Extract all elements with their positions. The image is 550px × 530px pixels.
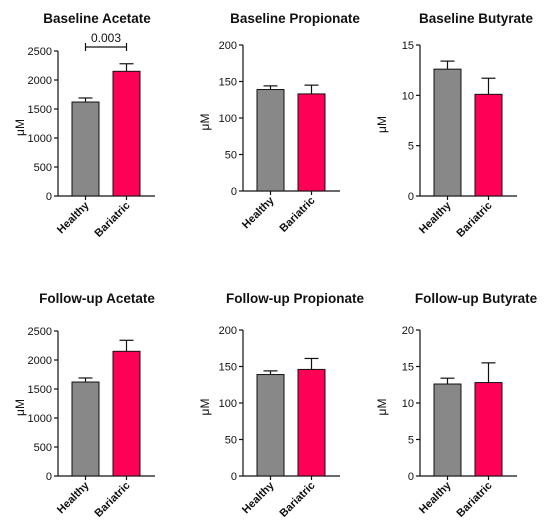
y-tick-label: 10 <box>402 398 414 410</box>
bar-bariatric <box>297 368 326 477</box>
chart-panel-5: Follow-up Propionate μM 0 50 100 150 200 Health… <box>198 291 364 520</box>
bar-bariatric <box>297 93 326 192</box>
y-tick-label: 5 <box>408 141 414 153</box>
y-axis-label: μM <box>198 399 212 416</box>
y-tick-label: 15 <box>402 362 414 374</box>
y-axis-label: μM <box>375 399 389 416</box>
y-tick-label: 0 <box>46 191 52 203</box>
x-tick-label: Bariatric <box>455 480 495 520</box>
y-tick-label: 1500 <box>28 384 52 396</box>
y-axis-label: μM <box>13 399 27 416</box>
bar-healthy <box>433 383 462 477</box>
bar-bariatric <box>474 93 503 197</box>
y-axis-label: μM <box>198 114 212 131</box>
y-tick-label: 1000 <box>28 133 52 145</box>
y-tick-label: 200 <box>219 325 237 337</box>
y-tick-label: 500 <box>34 442 52 454</box>
chart-panel-3: Baseline Butyrate μM 0 5 10 15 Healthy Bariatri… <box>375 11 534 240</box>
y-tick-label: 50 <box>225 435 237 447</box>
x-tick-label: Bariatric <box>278 480 318 520</box>
y-tick-label: 0 <box>408 191 414 203</box>
x-tick-label: Healthy <box>240 194 277 231</box>
y-tick-label: 2500 <box>28 46 52 58</box>
chart-title: Follow-up Butyrate <box>415 291 538 306</box>
y-axis-label: μM <box>375 116 389 133</box>
x-tick-label: Bariatric <box>455 200 495 240</box>
y-tick-label: 15 <box>402 40 414 52</box>
y-tick-label: 100 <box>219 113 237 125</box>
y-tick-label: 200 <box>219 40 237 52</box>
y-tick-label: 50 <box>225 150 237 162</box>
y-tick-label: 5 <box>408 435 414 447</box>
y-tick-label: 1500 <box>28 104 52 116</box>
bar-healthy <box>71 381 100 477</box>
y-axis-label: μM <box>13 119 27 136</box>
y-tick-label: 10 <box>402 90 414 102</box>
bar-healthy <box>433 68 462 197</box>
chart-panel-4: Follow-up Acetate μM 0 500 1000 1500 2000 2500 H… <box>13 291 155 520</box>
y-tick-label: 2000 <box>28 355 52 367</box>
y-tick-label: 1000 <box>28 413 52 425</box>
x-tick-label: Healthy <box>417 479 454 516</box>
y-tick-label: 0 <box>231 186 237 198</box>
bar-healthy <box>256 89 285 192</box>
x-tick-label: Bariatric <box>93 480 133 520</box>
chart-title: Baseline Propionate <box>230 11 360 26</box>
y-tick-label: 0 <box>231 471 237 483</box>
x-tick-label: Healthy <box>240 479 277 516</box>
chart-title: Baseline Butyrate <box>419 11 534 26</box>
y-tick-label: 2500 <box>28 326 52 338</box>
x-tick-label: Bariatric <box>93 200 133 240</box>
p-value-label: 0.003 <box>91 31 121 45</box>
x-tick-label: Healthy <box>417 199 454 236</box>
chart-panel-1: Baseline Acetate μM 0 500 1000 1500 2000 2500 He… <box>13 11 155 240</box>
bar-bariatric <box>112 70 141 197</box>
y-tick-label: 2000 <box>28 75 52 87</box>
bar-healthy <box>256 374 285 477</box>
bar-healthy <box>71 101 100 197</box>
x-tick-label: Healthy <box>55 199 92 236</box>
chart-title: Follow-up Propionate <box>226 291 364 306</box>
y-tick-label: 0 <box>46 471 52 483</box>
y-tick-label: 500 <box>34 162 52 174</box>
y-tick-label: 0 <box>408 471 414 483</box>
chart-title: Baseline Acetate <box>43 11 151 26</box>
chart-title: Follow-up Acetate <box>39 291 155 306</box>
x-tick-label: Bariatric <box>278 195 318 235</box>
y-tick-label: 150 <box>219 362 237 374</box>
y-tick-label: 20 <box>402 325 414 337</box>
chart-panel-2: Baseline Propionate μM 0 50 100 150 200 Healthy… <box>198 11 360 235</box>
y-tick-label: 150 <box>219 77 237 89</box>
chart-panel-6: Follow-up Butyrate μM 0 5 10 15 20 Healthy Baria… <box>375 291 538 520</box>
bar-bariatric <box>474 382 503 477</box>
bar-bariatric <box>112 350 141 477</box>
x-tick-label: Healthy <box>55 479 92 516</box>
y-tick-label: 100 <box>219 398 237 410</box>
